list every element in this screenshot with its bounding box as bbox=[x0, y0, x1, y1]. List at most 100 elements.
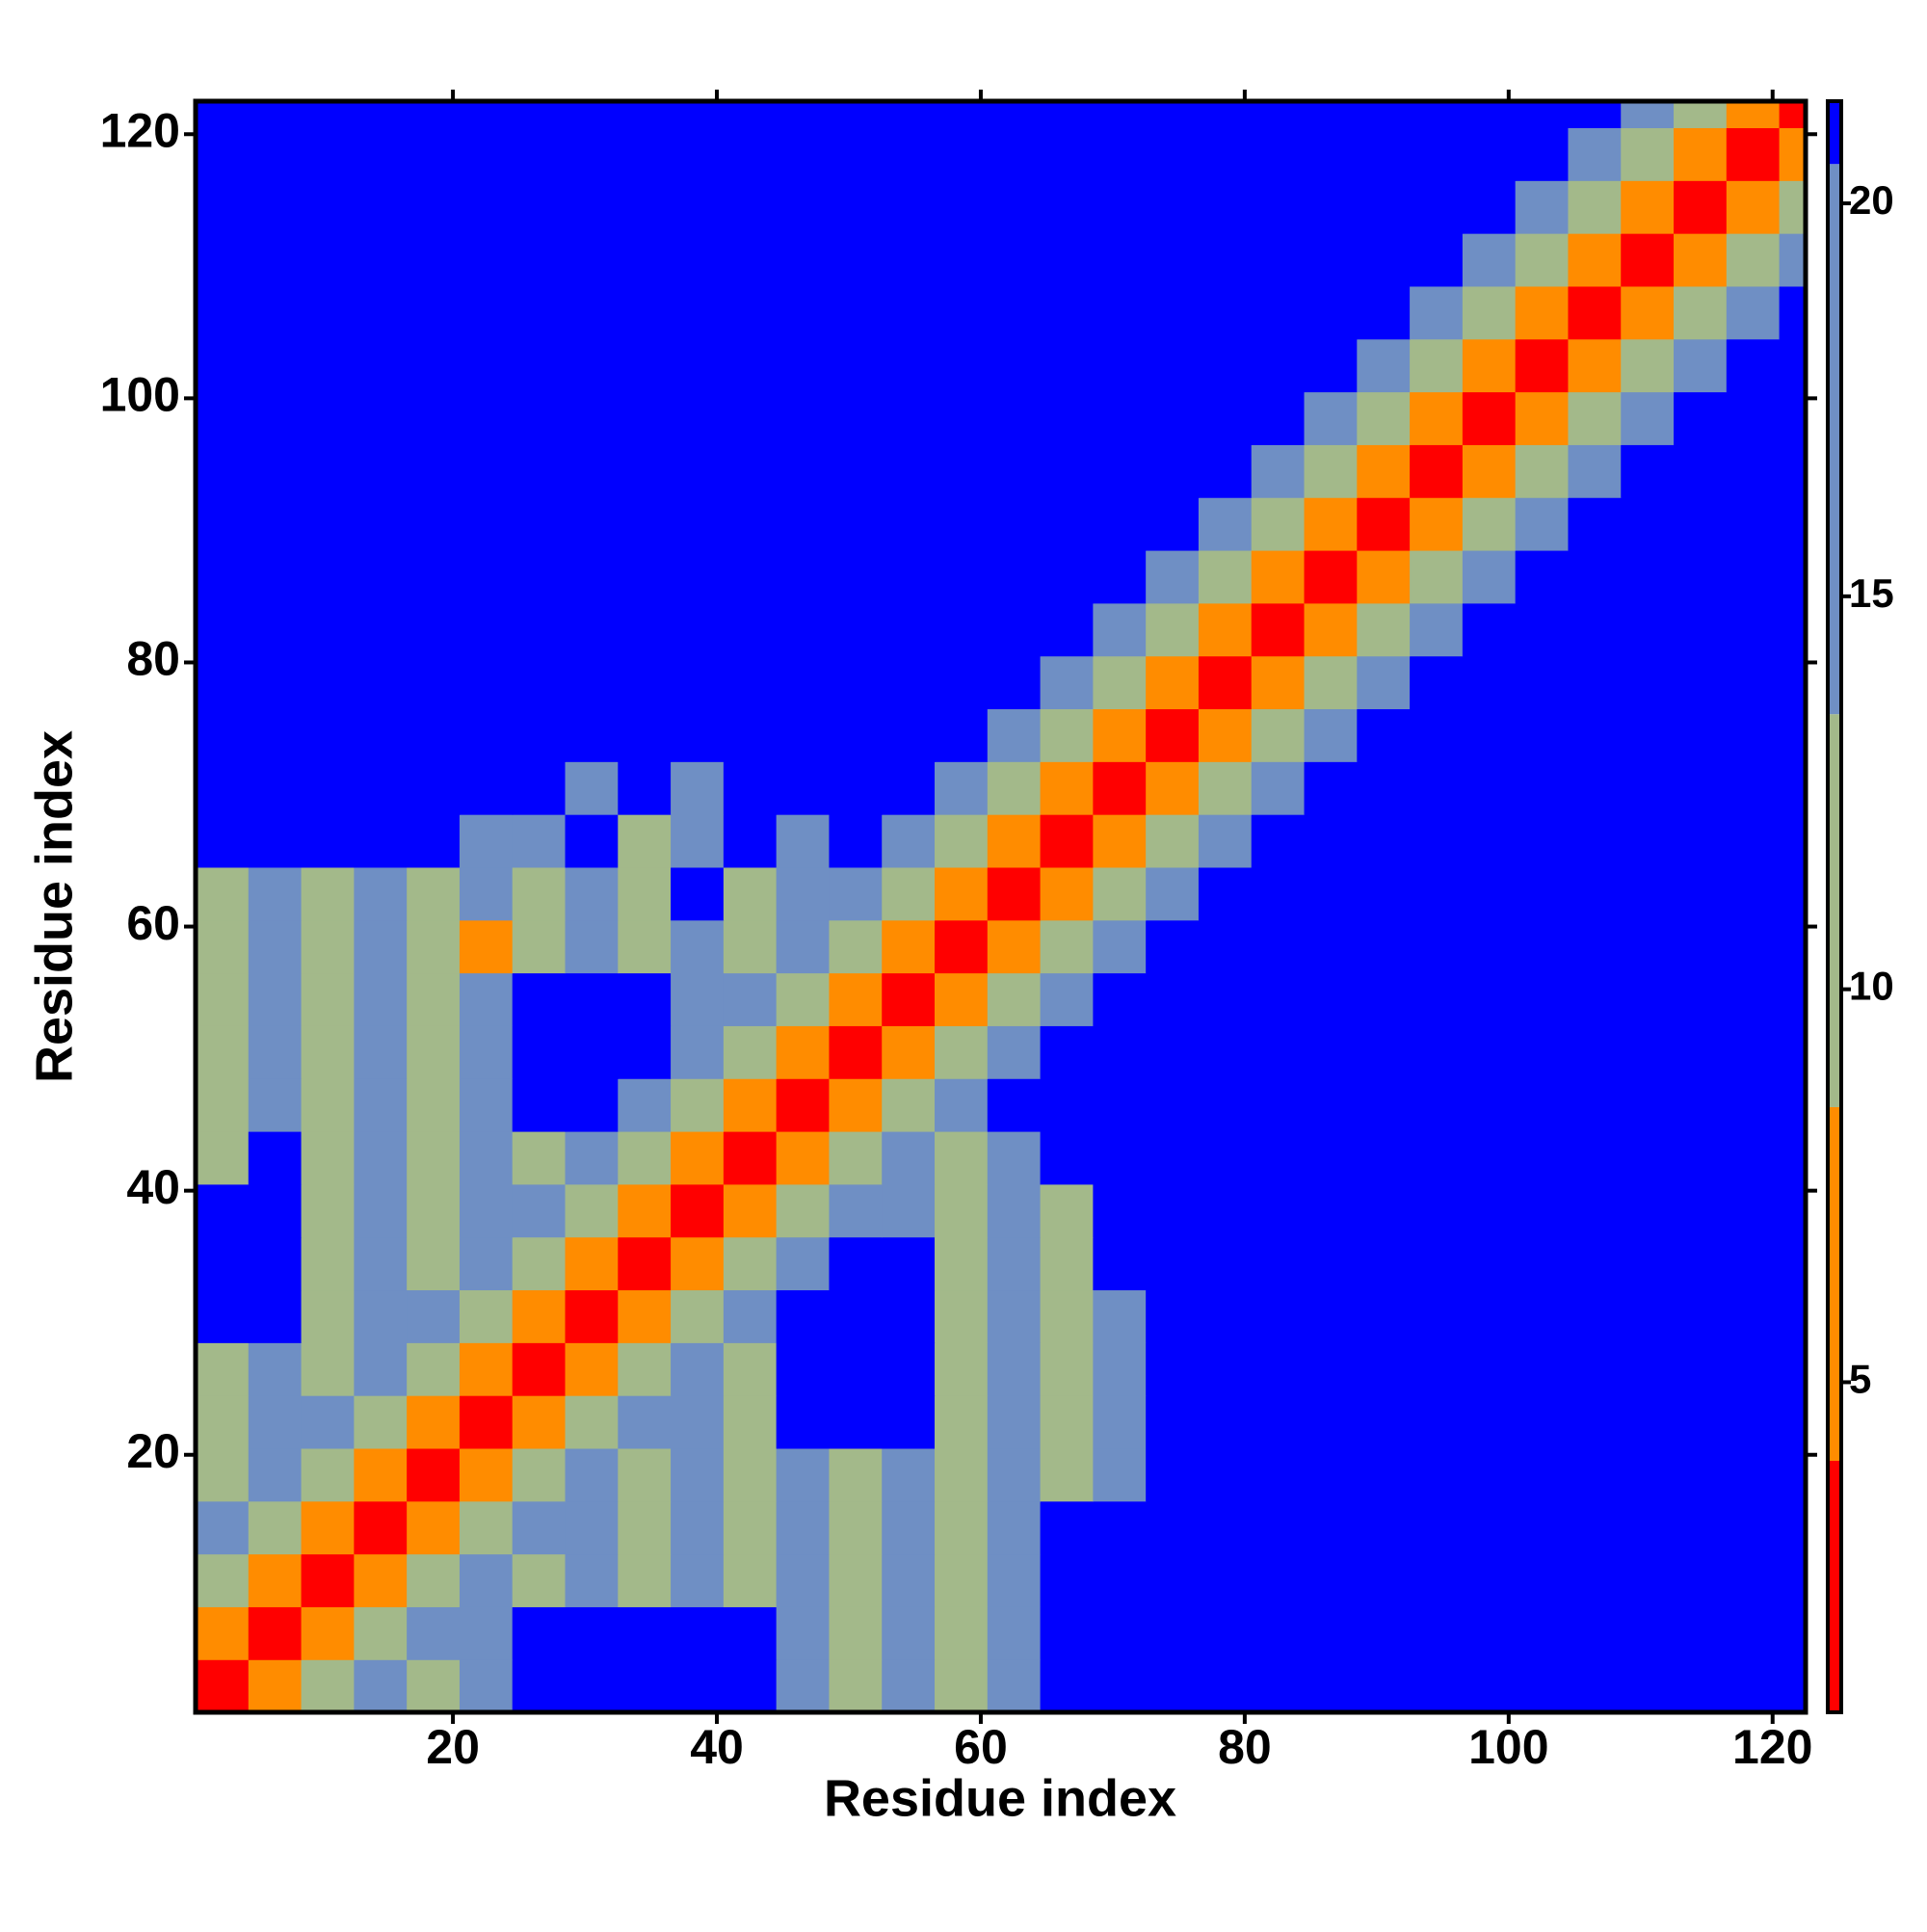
heatmap-cell bbox=[354, 497, 408, 551]
heatmap-cell bbox=[565, 391, 619, 445]
heatmap-cell bbox=[987, 708, 1042, 762]
heatmap-cell bbox=[1462, 180, 1517, 234]
heatmap-cell bbox=[1410, 1447, 1464, 1502]
heatmap-cell bbox=[1146, 180, 1200, 234]
heatmap-cell bbox=[1726, 1236, 1781, 1291]
heatmap-cell bbox=[1726, 1659, 1781, 1713]
heatmap-cell bbox=[671, 391, 725, 445]
heatmap-cell bbox=[1568, 1183, 1622, 1238]
heatmap-cell bbox=[1251, 602, 1306, 657]
heatmap-cell bbox=[354, 866, 408, 921]
heatmap-cell bbox=[1462, 1500, 1517, 1555]
heatmap-cell bbox=[1621, 101, 1675, 129]
heatmap-cell bbox=[565, 444, 619, 498]
heatmap-cell bbox=[829, 602, 883, 657]
heatmap-cell bbox=[407, 1659, 461, 1713]
heatmap-cell bbox=[1674, 127, 1728, 181]
heatmap-cell bbox=[354, 761, 408, 815]
heatmap-cell bbox=[1146, 1553, 1200, 1607]
heatmap-cell bbox=[618, 1289, 672, 1343]
heatmap-cell bbox=[407, 180, 461, 234]
heatmap-cell bbox=[1357, 549, 1411, 604]
heatmap-cell bbox=[565, 708, 619, 762]
colorbar-tick-label: 20 bbox=[1849, 177, 1894, 223]
heatmap-cell bbox=[1674, 655, 1728, 710]
heatmap-cell bbox=[512, 814, 567, 868]
heatmap-cell bbox=[1674, 180, 1728, 234]
heatmap-cell bbox=[407, 708, 461, 762]
heatmap-cell bbox=[1779, 1078, 1807, 1132]
heatmap-cell bbox=[618, 919, 672, 974]
heatmap-cell bbox=[935, 338, 989, 393]
heatmap-cell bbox=[723, 444, 778, 498]
heatmap-cell bbox=[1515, 1236, 1570, 1291]
heatmap-cell bbox=[354, 1500, 408, 1555]
heatmap-cell bbox=[1093, 1342, 1147, 1396]
heatmap-cell bbox=[459, 655, 514, 710]
heatmap-cell bbox=[829, 1553, 883, 1607]
heatmap-cell bbox=[1462, 127, 1517, 181]
heatmap-cell bbox=[459, 1289, 514, 1343]
heatmap-cell bbox=[723, 285, 778, 340]
heatmap-cell bbox=[987, 233, 1042, 287]
heatmap-cell bbox=[301, 972, 355, 1026]
heatmap-cell bbox=[776, 1500, 831, 1555]
heatmap-cell bbox=[1357, 655, 1411, 710]
heatmap-cell bbox=[1093, 708, 1147, 762]
heatmap-cell bbox=[935, 391, 989, 445]
heatmap-cell bbox=[1621, 1395, 1675, 1449]
heatmap-cell bbox=[459, 602, 514, 657]
heatmap-cell bbox=[407, 338, 461, 393]
heatmap-cell bbox=[565, 1606, 619, 1660]
heatmap-cell bbox=[1146, 972, 1200, 1026]
heatmap-cell bbox=[723, 814, 778, 868]
heatmap-cell bbox=[776, 972, 831, 1026]
heatmap-cell bbox=[776, 285, 831, 340]
heatmap-cell bbox=[671, 1078, 725, 1132]
heatmap-cell bbox=[512, 708, 567, 762]
heatmap-cell bbox=[196, 1606, 250, 1660]
heatmap-cell bbox=[829, 285, 883, 340]
heatmap-cell bbox=[882, 1553, 936, 1607]
heatmap-cell bbox=[1146, 1236, 1200, 1291]
heatmap-cell bbox=[1726, 1606, 1781, 1660]
heatmap-cell bbox=[1621, 1289, 1675, 1343]
heatmap-cell bbox=[776, 233, 831, 287]
heatmap-cell bbox=[565, 1183, 619, 1238]
heatmap-cell bbox=[248, 127, 303, 181]
heatmap-cell bbox=[1251, 1553, 1306, 1607]
heatmap-cell bbox=[196, 1395, 250, 1449]
heatmap-cell bbox=[1040, 338, 1094, 393]
heatmap-cell bbox=[1357, 285, 1411, 340]
heatmap-cell bbox=[1410, 180, 1464, 234]
y-tick-label: 100 bbox=[100, 368, 180, 422]
heatmap-cell bbox=[248, 919, 303, 974]
heatmap-cell bbox=[1674, 972, 1728, 1026]
heatmap-cell bbox=[671, 1447, 725, 1502]
heatmap-cell bbox=[882, 391, 936, 445]
heatmap-cell bbox=[196, 549, 250, 604]
heatmap-cell bbox=[565, 1659, 619, 1713]
heatmap-cell bbox=[1621, 285, 1675, 340]
heatmap-cell bbox=[1251, 1606, 1306, 1660]
heatmap-cell bbox=[248, 1395, 303, 1449]
heatmap-cell bbox=[987, 1500, 1042, 1555]
heatmap-cell bbox=[671, 233, 725, 287]
heatmap-cell bbox=[1251, 814, 1306, 868]
heatmap-cell bbox=[1093, 1289, 1147, 1343]
heatmap-cell bbox=[1568, 761, 1622, 815]
heatmap-cell bbox=[1146, 866, 1200, 921]
heatmap-cell bbox=[829, 101, 883, 129]
heatmap-cell bbox=[618, 549, 672, 604]
heatmap-cell bbox=[354, 391, 408, 445]
heatmap-cell bbox=[459, 391, 514, 445]
heatmap-cell bbox=[1040, 497, 1094, 551]
heatmap-cell bbox=[1515, 602, 1570, 657]
heatmap-cell bbox=[354, 1289, 408, 1343]
heatmap-cell bbox=[987, 972, 1042, 1026]
heatmap-cell bbox=[1304, 1078, 1358, 1132]
heatmap-cell bbox=[1621, 1447, 1675, 1502]
heatmap-cell bbox=[1251, 1183, 1306, 1238]
heatmap-cell bbox=[459, 1500, 514, 1555]
heatmap-cell bbox=[1515, 285, 1570, 340]
